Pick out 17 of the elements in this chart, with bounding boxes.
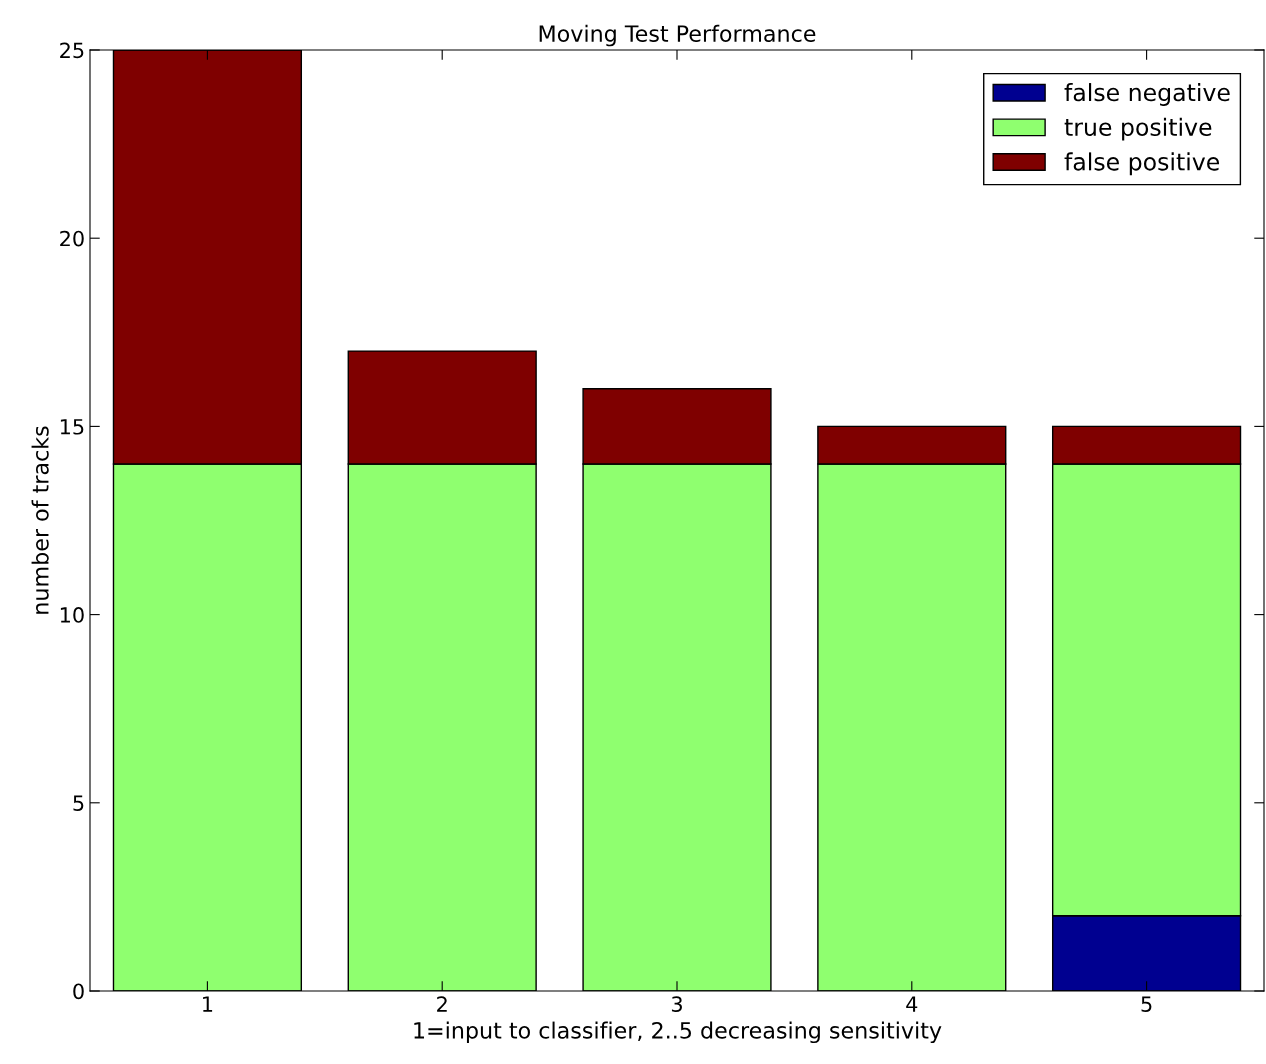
x-tick-label: 4 bbox=[906, 996, 918, 1012]
y-tick-label: 0 bbox=[73, 983, 84, 1000]
x-tick-label: 5 bbox=[1141, 996, 1152, 1012]
legend-label: true positive bbox=[1064, 117, 1212, 141]
x-tick-label: 2 bbox=[437, 996, 447, 1012]
x-tick-label: 1 bbox=[203, 996, 213, 1012]
legend-label: false positive bbox=[1064, 152, 1220, 176]
x-tick-label: 3 bbox=[671, 996, 682, 1012]
y-tick-label: 10 bbox=[60, 607, 84, 623]
y-tick-label: 25 bbox=[60, 42, 84, 59]
y-tick-label: 15 bbox=[60, 419, 84, 435]
chart-title: Moving Test Performance bbox=[539, 24, 816, 47]
x-axis-title: 1=input to classifier, 2..5 decreasing sensitivity bbox=[414, 1021, 942, 1044]
y-tick-label: 20 bbox=[60, 230, 84, 247]
legend-label: false negative bbox=[1064, 83, 1230, 106]
y-tick-label: 5 bbox=[73, 795, 84, 812]
y-axis-title: number of tracks bbox=[31, 426, 49, 614]
